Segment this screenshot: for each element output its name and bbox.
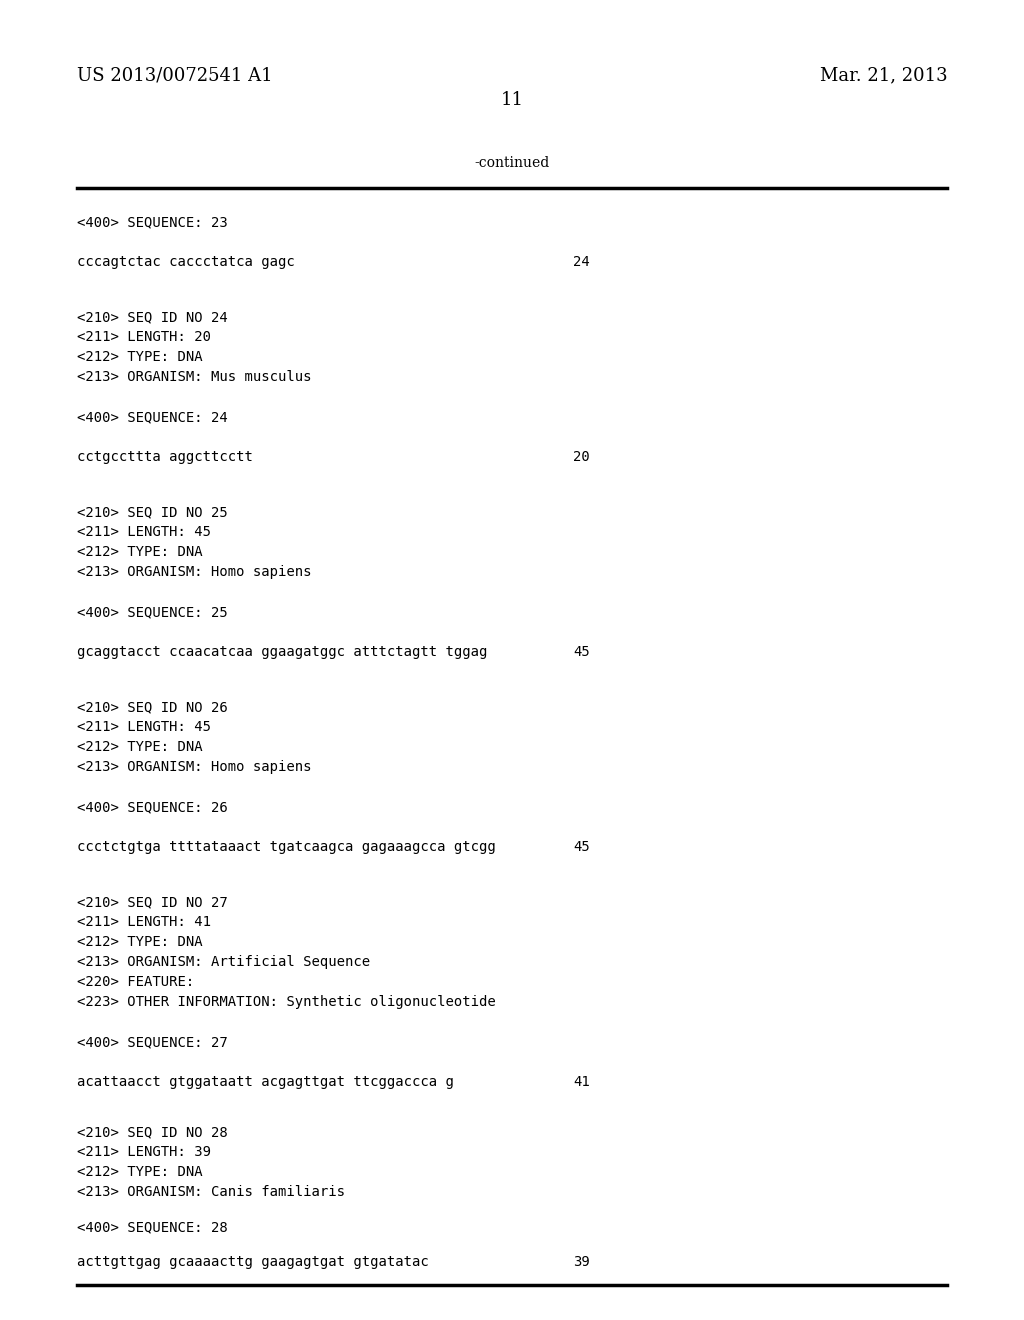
- Text: <213> ORGANISM: Artificial Sequence: <213> ORGANISM: Artificial Sequence: [77, 954, 370, 969]
- Text: <211> LENGTH: 45: <211> LENGTH: 45: [77, 525, 211, 539]
- Text: cctgccttta aggcttcctt: cctgccttta aggcttcctt: [77, 450, 253, 465]
- Text: <400> SEQUENCE: 24: <400> SEQUENCE: 24: [77, 411, 227, 424]
- Text: <212> TYPE: DNA: <212> TYPE: DNA: [77, 935, 203, 949]
- Text: <211> LENGTH: 41: <211> LENGTH: 41: [77, 915, 211, 929]
- Text: cccagtctac caccctatca gagc: cccagtctac caccctatca gagc: [77, 255, 295, 269]
- Text: <212> TYPE: DNA: <212> TYPE: DNA: [77, 350, 203, 364]
- Text: 20: 20: [573, 450, 590, 465]
- Text: 45: 45: [573, 645, 590, 659]
- Text: 45: 45: [573, 840, 590, 854]
- Text: acttgttgag gcaaaacttg gaagagtgat gtgatatac: acttgttgag gcaaaacttg gaagagtgat gtgatat…: [77, 1255, 429, 1269]
- Text: <400> SEQUENCE: 28: <400> SEQUENCE: 28: [77, 1220, 227, 1234]
- Text: -continued: -continued: [474, 156, 550, 170]
- Text: 11: 11: [501, 91, 523, 110]
- Text: <212> TYPE: DNA: <212> TYPE: DNA: [77, 741, 203, 754]
- Text: Mar. 21, 2013: Mar. 21, 2013: [819, 66, 947, 84]
- Text: <211> LENGTH: 45: <211> LENGTH: 45: [77, 719, 211, 734]
- Text: <212> TYPE: DNA: <212> TYPE: DNA: [77, 1166, 203, 1179]
- Text: 39: 39: [573, 1255, 590, 1269]
- Text: <212> TYPE: DNA: <212> TYPE: DNA: [77, 545, 203, 558]
- Text: <223> OTHER INFORMATION: Synthetic oligonucleotide: <223> OTHER INFORMATION: Synthetic oligo…: [77, 995, 496, 1008]
- Text: acattaacct gtggataatt acgagttgat ttcggaccca g: acattaacct gtggataatt acgagttgat ttcggac…: [77, 1074, 454, 1089]
- Text: <213> ORGANISM: Mus musculus: <213> ORGANISM: Mus musculus: [77, 370, 311, 384]
- Text: <210> SEQ ID NO 24: <210> SEQ ID NO 24: [77, 310, 227, 323]
- Text: <213> ORGANISM: Homo sapiens: <213> ORGANISM: Homo sapiens: [77, 565, 311, 579]
- Text: US 2013/0072541 A1: US 2013/0072541 A1: [77, 66, 272, 84]
- Text: ccctctgtga ttttataaact tgatcaagca gagaaagcca gtcgg: ccctctgtga ttttataaact tgatcaagca gagaaa…: [77, 840, 496, 854]
- Text: <211> LENGTH: 20: <211> LENGTH: 20: [77, 330, 211, 345]
- Text: <400> SEQUENCE: 27: <400> SEQUENCE: 27: [77, 1035, 227, 1049]
- Text: <213> ORGANISM: Homo sapiens: <213> ORGANISM: Homo sapiens: [77, 760, 311, 774]
- Text: <400> SEQUENCE: 26: <400> SEQUENCE: 26: [77, 800, 227, 814]
- Text: <400> SEQUENCE: 25: <400> SEQUENCE: 25: [77, 605, 227, 619]
- Text: <210> SEQ ID NO 27: <210> SEQ ID NO 27: [77, 895, 227, 909]
- Text: <213> ORGANISM: Canis familiaris: <213> ORGANISM: Canis familiaris: [77, 1185, 345, 1199]
- Text: <210> SEQ ID NO 25: <210> SEQ ID NO 25: [77, 506, 227, 519]
- Text: <400> SEQUENCE: 23: <400> SEQUENCE: 23: [77, 215, 227, 228]
- Text: <211> LENGTH: 39: <211> LENGTH: 39: [77, 1144, 211, 1159]
- Text: gcaggtacct ccaacatcaa ggaagatggc atttctagtt tggag: gcaggtacct ccaacatcaa ggaagatggc atttcta…: [77, 645, 487, 659]
- Text: 41: 41: [573, 1074, 590, 1089]
- Text: <220> FEATURE:: <220> FEATURE:: [77, 975, 195, 989]
- Text: 24: 24: [573, 255, 590, 269]
- Text: <210> SEQ ID NO 26: <210> SEQ ID NO 26: [77, 700, 227, 714]
- Text: <210> SEQ ID NO 28: <210> SEQ ID NO 28: [77, 1125, 227, 1139]
